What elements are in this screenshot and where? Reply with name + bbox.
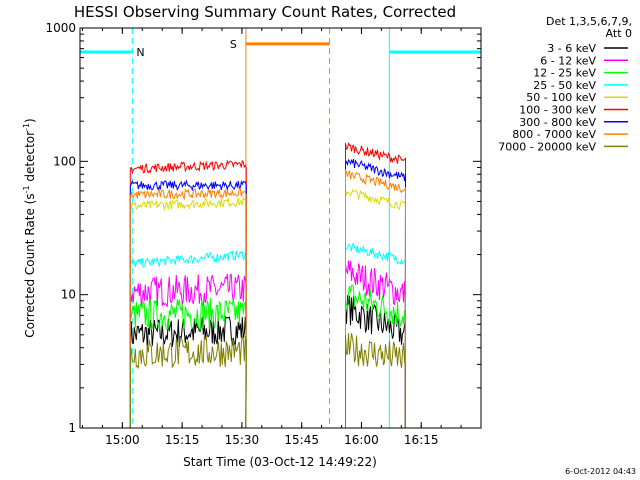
y-axis-label-main: Corrected Count Rate (s xyxy=(23,193,37,337)
series-trace xyxy=(345,168,406,428)
legend-header-line1: Det 1,3,5,6,7,9, xyxy=(546,15,632,28)
y-tick-label: 1000 xyxy=(45,21,76,35)
y-axis-label-mid: detector xyxy=(23,131,37,186)
series-trace xyxy=(129,187,247,428)
series-trace xyxy=(345,333,407,428)
series-trace xyxy=(129,179,247,428)
series-layer xyxy=(129,141,407,428)
night-flag-label: N xyxy=(136,46,144,59)
series-trace xyxy=(345,158,406,428)
series-trace xyxy=(129,335,247,428)
legend-entry-label: 3 - 6 keV xyxy=(547,42,596,55)
x-axis-label: Start Time (03-Oct-12 14:49:22) xyxy=(183,455,377,469)
series-trace xyxy=(345,243,406,428)
legend-entry-label: 800 - 7000 keV xyxy=(512,128,596,141)
series-trace xyxy=(345,141,407,428)
y-axis-label-sup1: -1 xyxy=(22,185,31,193)
x-axis: 15:00 15:15 15:30 15:45 16:00 16:15 xyxy=(82,28,482,447)
y-tick-label: 100 xyxy=(53,154,76,168)
y-axis-label-end: ) xyxy=(23,118,37,123)
series-trace xyxy=(129,273,247,428)
x-tick-label: 16:00 xyxy=(344,433,379,447)
annotation-layer: NNS xyxy=(80,28,481,428)
series-trace xyxy=(345,260,407,428)
y-axis-label-sup2: -1 xyxy=(22,123,31,131)
plot-timestamp: 6-Oct-2012 04:43 xyxy=(565,467,636,476)
y-axis: 1 10 100 1000 xyxy=(45,21,481,435)
y-tick-label: 1 xyxy=(68,421,76,435)
x-tick-label: 16:15 xyxy=(404,433,439,447)
x-tick-label: 15:00 xyxy=(105,433,140,447)
legend-header-line2: Att 0 xyxy=(606,27,632,40)
series-trace xyxy=(129,314,247,428)
legend-entry-label: 7000 - 20000 keV xyxy=(498,140,596,153)
x-tick-label: 15:30 xyxy=(225,433,260,447)
legend-entry-label: 50 - 100 keV xyxy=(526,91,596,104)
x-tick-label: 15:45 xyxy=(284,433,319,447)
y-tick-label: 10 xyxy=(61,288,76,302)
legend-entry-label: 300 - 800 keV xyxy=(519,116,596,129)
series-trace xyxy=(129,249,247,428)
legend-entry-label: 25 - 50 keV xyxy=(533,79,596,92)
chart-title: HESSI Observing Summary Count Rates, Cor… xyxy=(74,3,456,21)
series-trace xyxy=(345,188,407,428)
legend-entry-label: 12 - 25 keV xyxy=(533,67,596,80)
series-trace xyxy=(345,284,407,428)
x-tick-label: 15:15 xyxy=(165,433,200,447)
series-trace xyxy=(129,195,247,428)
series-trace xyxy=(129,297,247,428)
saa-flag-label: S xyxy=(230,38,237,51)
plot-frame xyxy=(79,27,482,429)
legend-entry-label: 6 - 12 keV xyxy=(540,54,596,67)
legend-entry-label: 100 - 300 keV xyxy=(519,104,596,117)
y-axis-label: Corrected Count Rate (s-1 detector-1) xyxy=(22,118,37,337)
series-trace xyxy=(129,159,247,428)
